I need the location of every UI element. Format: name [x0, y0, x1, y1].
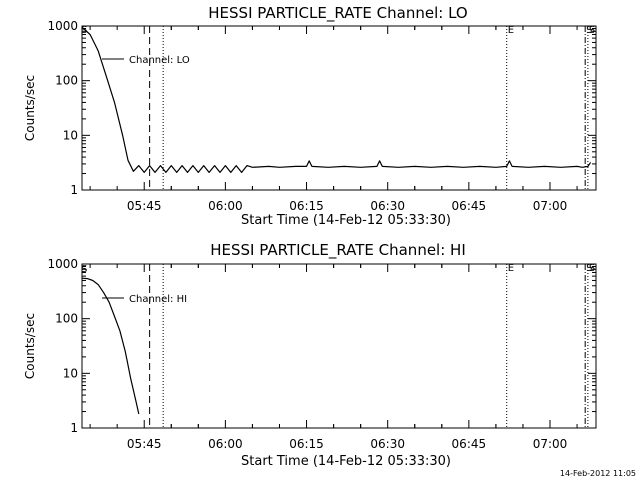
- plot-frame-lo: [81, 25, 597, 191]
- x-tick-label-hi: 06:45: [452, 437, 487, 451]
- marker-label-lo: S: [589, 25, 595, 36]
- time-markers-hi: E SS: [149, 263, 595, 428]
- x-tick-label-lo: 05:45: [127, 199, 162, 213]
- x-tick-label-lo: 06:45: [452, 199, 487, 213]
- y-axis-title-lo: Counts/sec: [23, 75, 37, 141]
- x-tick-label-hi: 07:00: [533, 437, 568, 451]
- marker-label-hi: S: [589, 263, 595, 274]
- x-axis-title-lo: Start Time (14-Feb-12 05:33:30): [241, 213, 451, 228]
- y-axis-title-hi: Counts/sec: [23, 313, 37, 379]
- x-tick-label-hi: 06:15: [289, 437, 324, 451]
- y-tick-label-lo: 100: [55, 74, 78, 88]
- y-ticks-hi: 1 10 100 1000: [47, 257, 596, 435]
- x-axis-title-hi: Start Time (14-Feb-12 05:33:30): [241, 454, 451, 469]
- corner-letter-hi: S: [81, 264, 87, 275]
- marker-label-lo: E: [508, 25, 514, 36]
- x-ticks-hi: 05:45 06:00 06:15 06:30 06:45 07:00: [89, 264, 578, 451]
- y-tick-label-lo: 1000: [47, 19, 78, 33]
- y-tick-label-lo: 1: [70, 183, 78, 197]
- x-tick-label-lo: 06:00: [208, 199, 243, 213]
- y-tick-label-lo: 10: [63, 128, 78, 142]
- y-tick-label-hi: 100: [55, 312, 78, 326]
- chart-title-lo: HESSI PARTICLE_RATE Channel: LO: [208, 4, 467, 23]
- series-line-lo: [81, 26, 592, 173]
- marker-label-hi: E: [508, 263, 514, 274]
- series-hi: [81, 277, 140, 415]
- x-tick-label-lo: 06:15: [289, 199, 324, 213]
- plot-frame-hi: [81, 263, 597, 429]
- x-tick-label-hi: 05:45: [127, 437, 162, 451]
- marker-label-hi: S: [586, 263, 592, 274]
- legend-label-lo: Channel: LO: [129, 55, 190, 66]
- x-tick-label-lo: 06:30: [370, 199, 405, 213]
- y-tick-label-hi: 10: [63, 366, 78, 380]
- x-tick-label-hi: 06:30: [370, 437, 405, 451]
- series-line-hi: [81, 277, 140, 415]
- x-ticks-lo: 05:45 06:00 06:15 06:30 06:45 07:00: [89, 26, 578, 213]
- corner-letter-lo: S: [81, 25, 87, 36]
- legend-lo: Channel: LO: [102, 55, 190, 66]
- series-lo: [81, 26, 592, 173]
- footer-timestamp: 14-Feb-2012 11:05: [560, 469, 636, 478]
- panel-lo: HESSI PARTICLE_RATE Channel: LO 1 10 100 10…: [23, 4, 597, 228]
- legend-hi: Channel: HI: [102, 294, 187, 305]
- marker-label-lo: S: [586, 25, 592, 36]
- y-tick-label-hi: 1: [70, 421, 78, 435]
- y-ticks-lo: 1 10 100 1000: [47, 19, 596, 197]
- x-tick-label-hi: 06:00: [208, 437, 243, 451]
- x-tick-label-lo: 07:00: [533, 199, 568, 213]
- panel-hi: HESSI PARTICLE_RATE Channel: HI 1 10 100 10…: [23, 241, 597, 469]
- y-tick-label-hi: 1000: [47, 257, 78, 271]
- time-markers-lo: E SS: [149, 25, 595, 190]
- chart-title-hi: HESSI PARTICLE_RATE Channel: HI: [210, 241, 466, 260]
- legend-label-hi: Channel: HI: [129, 294, 187, 305]
